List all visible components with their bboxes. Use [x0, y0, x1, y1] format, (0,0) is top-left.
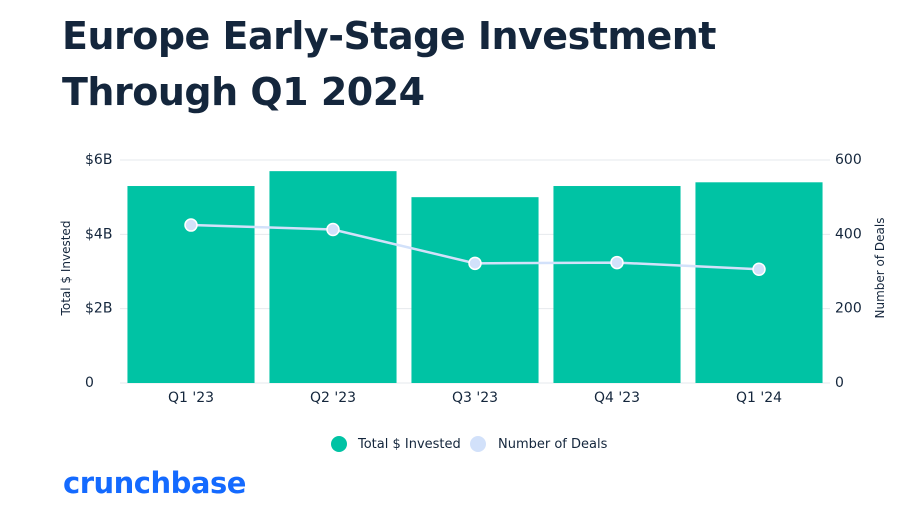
legend: Total $ Invested Number of Deals [331, 436, 608, 452]
y2-tick-label: 400 [835, 226, 862, 242]
bar [553, 186, 681, 383]
y-axis-title: Total $ Invested [59, 221, 73, 317]
bars [127, 171, 823, 383]
bar [127, 186, 255, 383]
deals-line [184, 218, 766, 277]
deals-point [184, 218, 198, 232]
y-tick-label: 0 [85, 375, 94, 391]
deals-point [468, 256, 482, 271]
deals-point [326, 222, 340, 237]
y2-tick-label: 200 [835, 301, 862, 317]
legend-label-deals: Number of Deals [498, 437, 608, 452]
bar [269, 171, 397, 383]
x-tick-label: Q4 '23 [594, 390, 640, 406]
deals-point [610, 255, 624, 270]
legend-label-invested: Total $ Invested [357, 437, 461, 452]
x-tick-label: Q1 '24 [736, 390, 782, 406]
legend-swatch-deals [470, 436, 486, 452]
right-axis-ticks: 0 200 400 600 [835, 152, 862, 391]
bar [695, 182, 823, 383]
bar [411, 197, 539, 383]
legend-swatch-invested [331, 436, 347, 452]
chart-title: Europe Early-Stage Investment Through Q1… [62, 14, 716, 114]
crunchbase-logo: crunchbase [63, 466, 246, 500]
y2-axis-title: Number of Deals [873, 218, 887, 319]
y2-tick-label: 600 [835, 152, 862, 168]
left-axis-ticks: 0 $2B $4B $6B [85, 152, 112, 391]
y2-tick-label: 0 [835, 375, 844, 391]
y-tick-label: $2B [85, 301, 112, 317]
x-tick-label: Q3 '23 [452, 390, 498, 406]
y-tick-label: $4B [85, 226, 112, 242]
y-tick-label: $6B [85, 152, 112, 168]
category-labels: Q1 '23 Q2 '23 Q3 '23 Q4 '23 Q1 '24 [168, 390, 782, 406]
x-tick-label: Q1 '23 [168, 390, 214, 406]
x-tick-label: Q2 '23 [310, 390, 356, 406]
deals-point [752, 262, 766, 277]
